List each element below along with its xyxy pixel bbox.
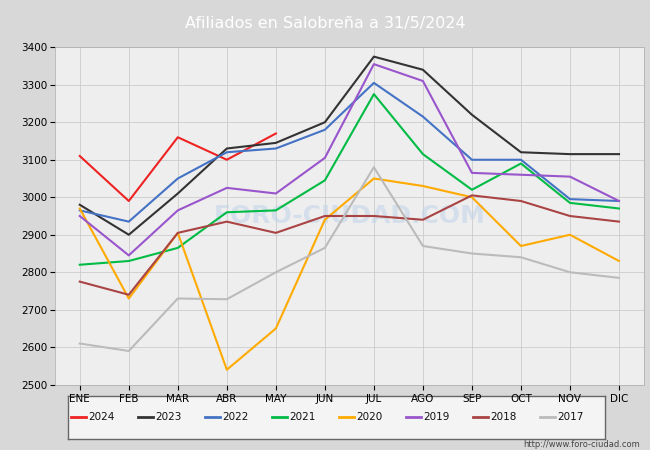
Text: 2022: 2022 — [222, 412, 249, 423]
Text: 2024: 2024 — [88, 412, 115, 423]
Text: http://www.foro-ciudad.com: http://www.foro-ciudad.com — [523, 440, 640, 449]
Text: 2019: 2019 — [424, 412, 450, 423]
Text: 2021: 2021 — [289, 412, 316, 423]
Text: 2023: 2023 — [155, 412, 182, 423]
Text: Afiliados en Salobreña a 31/5/2024: Afiliados en Salobreña a 31/5/2024 — [185, 16, 465, 31]
Text: 2020: 2020 — [356, 412, 383, 423]
Text: 2017: 2017 — [558, 412, 584, 423]
Text: 2018: 2018 — [491, 412, 517, 423]
Text: FORO-CIUDAD.COM: FORO-CIUDAD.COM — [213, 204, 486, 228]
